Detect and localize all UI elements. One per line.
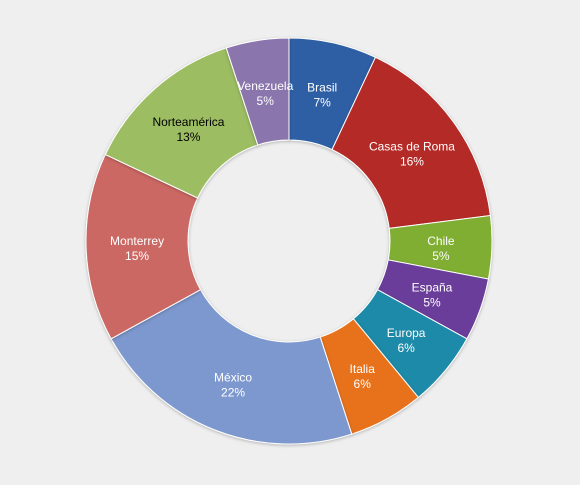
slice-category-europa: Europa — [387, 326, 426, 340]
slice-category-italia: Italia — [350, 362, 376, 376]
slice-label-italia: Italia 6% — [350, 362, 376, 391]
slice-label-casas-de-roma: Casas de Roma 16% — [369, 140, 455, 169]
slice-mexico — [110, 288, 353, 445]
slice-value-mexico: 22% — [221, 385, 245, 399]
slice-label-venezuela: Venezuela 5% — [237, 79, 293, 108]
slice-value-monterrey: 15% — [125, 249, 149, 263]
slice-value-venezuela: 5% — [257, 94, 275, 108]
slice-category-norteamerica: Norteamérica — [152, 115, 224, 129]
slice-value-chile: 5% — [432, 249, 450, 263]
slice-label-monterrey: Monterrey 15% — [110, 234, 164, 263]
slice-category-brasil: Brasil — [307, 81, 337, 95]
slice-label-europa: Europa 6% — [387, 326, 426, 355]
slice-category-espana: España — [412, 280, 453, 294]
slice-label-brasil: Brasil 7% — [307, 81, 337, 110]
slice-label-espana: España 5% — [412, 280, 453, 309]
slice-category-casas-de-roma: Casas de Roma — [369, 140, 455, 154]
slice-category-mexico: México — [214, 370, 252, 384]
slice-venezuela — [225, 37, 290, 146]
slice-monterrey — [85, 153, 202, 340]
slice-category-monterrey: Monterrey — [110, 234, 164, 248]
slice-value-espana: 5% — [423, 295, 441, 309]
slice-value-europa: 6% — [397, 341, 415, 355]
slice-label-mexico: México 22% — [214, 370, 252, 399]
slice-value-norteamerica: 13% — [176, 130, 200, 144]
slice-label-norteamerica: Norteamérica 13% — [152, 115, 224, 144]
slice-value-casas-de-roma: 16% — [400, 155, 424, 169]
slice-category-venezuela: Venezuela — [237, 79, 293, 93]
slice-value-brasil: 7% — [313, 96, 331, 110]
slice-casas-de-roma — [331, 56, 491, 229]
slice-value-italia: 6% — [354, 377, 372, 391]
slice-category-chile: Chile — [427, 234, 455, 248]
slice-label-chile: Chile 5% — [427, 234, 455, 263]
